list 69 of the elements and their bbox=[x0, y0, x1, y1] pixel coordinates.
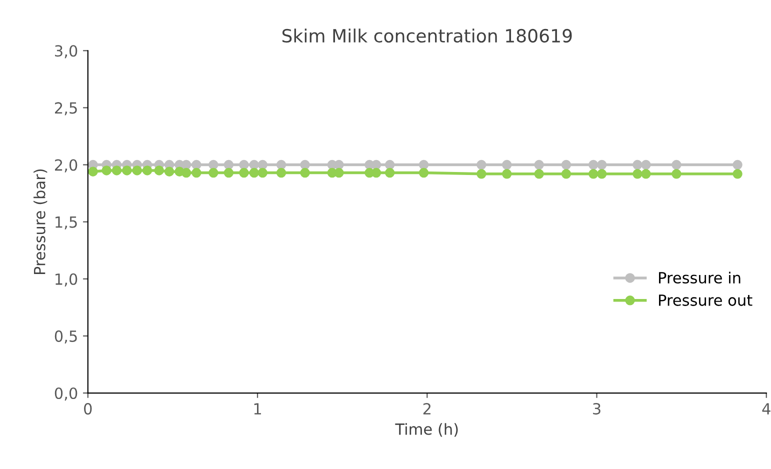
point bbox=[276, 160, 286, 170]
point bbox=[672, 160, 682, 170]
point bbox=[561, 160, 572, 170]
y-tick-label: 3,0 bbox=[55, 45, 78, 58]
point bbox=[596, 160, 607, 170]
point bbox=[239, 160, 249, 170]
point bbox=[632, 160, 642, 170]
y-tick-label: 0,5 bbox=[54, 330, 77, 344]
y-tick-label: 1,0 bbox=[56, 273, 78, 286]
point bbox=[239, 168, 249, 178]
x-tick-label: 3 bbox=[593, 403, 600, 415]
point bbox=[534, 169, 544, 179]
legend-label: Pressure out bbox=[659, 294, 752, 306]
point bbox=[334, 168, 344, 178]
point bbox=[371, 160, 382, 170]
x-tick-label: 0 bbox=[84, 403, 92, 415]
point bbox=[88, 166, 98, 176]
point bbox=[476, 169, 486, 179]
point bbox=[112, 166, 122, 176]
point bbox=[224, 160, 234, 170]
y-tick-label: 1,5 bbox=[56, 216, 77, 230]
legend-label: Pressure in bbox=[659, 272, 740, 284]
point bbox=[732, 169, 742, 179]
point bbox=[418, 168, 429, 178]
point bbox=[502, 160, 512, 170]
point bbox=[632, 169, 642, 179]
point bbox=[641, 169, 651, 179]
point bbox=[418, 160, 429, 170]
point bbox=[258, 160, 268, 170]
y-tick-label: 2,5 bbox=[54, 102, 77, 116]
point bbox=[192, 160, 202, 170]
point bbox=[732, 160, 742, 170]
point bbox=[672, 169, 682, 179]
point bbox=[208, 160, 218, 170]
y-tick-label: 0,0 bbox=[54, 387, 78, 401]
point bbox=[142, 166, 152, 176]
point bbox=[208, 168, 218, 178]
point bbox=[300, 168, 310, 178]
point bbox=[154, 166, 164, 176]
point bbox=[588, 169, 598, 179]
y-tick-label: 2,0 bbox=[54, 159, 78, 172]
x-tick-label: 4 bbox=[762, 403, 770, 414]
point bbox=[102, 166, 112, 176]
x-tick-label: 2 bbox=[423, 403, 430, 414]
point bbox=[476, 160, 486, 170]
point bbox=[502, 169, 512, 179]
point bbox=[258, 168, 268, 178]
chart-title: Skim Milk concentration 180619 bbox=[282, 28, 572, 43]
point bbox=[164, 166, 174, 176]
y-axis-title: Pressure (bar) bbox=[34, 169, 48, 274]
point bbox=[224, 168, 234, 178]
point bbox=[596, 169, 607, 179]
point bbox=[641, 160, 651, 170]
point bbox=[132, 166, 142, 176]
point bbox=[122, 166, 132, 176]
point bbox=[371, 168, 382, 178]
point bbox=[300, 160, 310, 170]
point bbox=[192, 168, 202, 178]
point bbox=[534, 160, 544, 170]
point bbox=[181, 168, 192, 178]
point bbox=[334, 160, 344, 170]
point bbox=[384, 160, 395, 170]
x-axis-title: Time (h) bbox=[395, 423, 458, 437]
point bbox=[249, 168, 259, 178]
point bbox=[384, 168, 395, 178]
point bbox=[276, 168, 286, 178]
point bbox=[561, 169, 572, 179]
x-tick-label: 1 bbox=[254, 403, 261, 414]
point bbox=[588, 160, 598, 170]
